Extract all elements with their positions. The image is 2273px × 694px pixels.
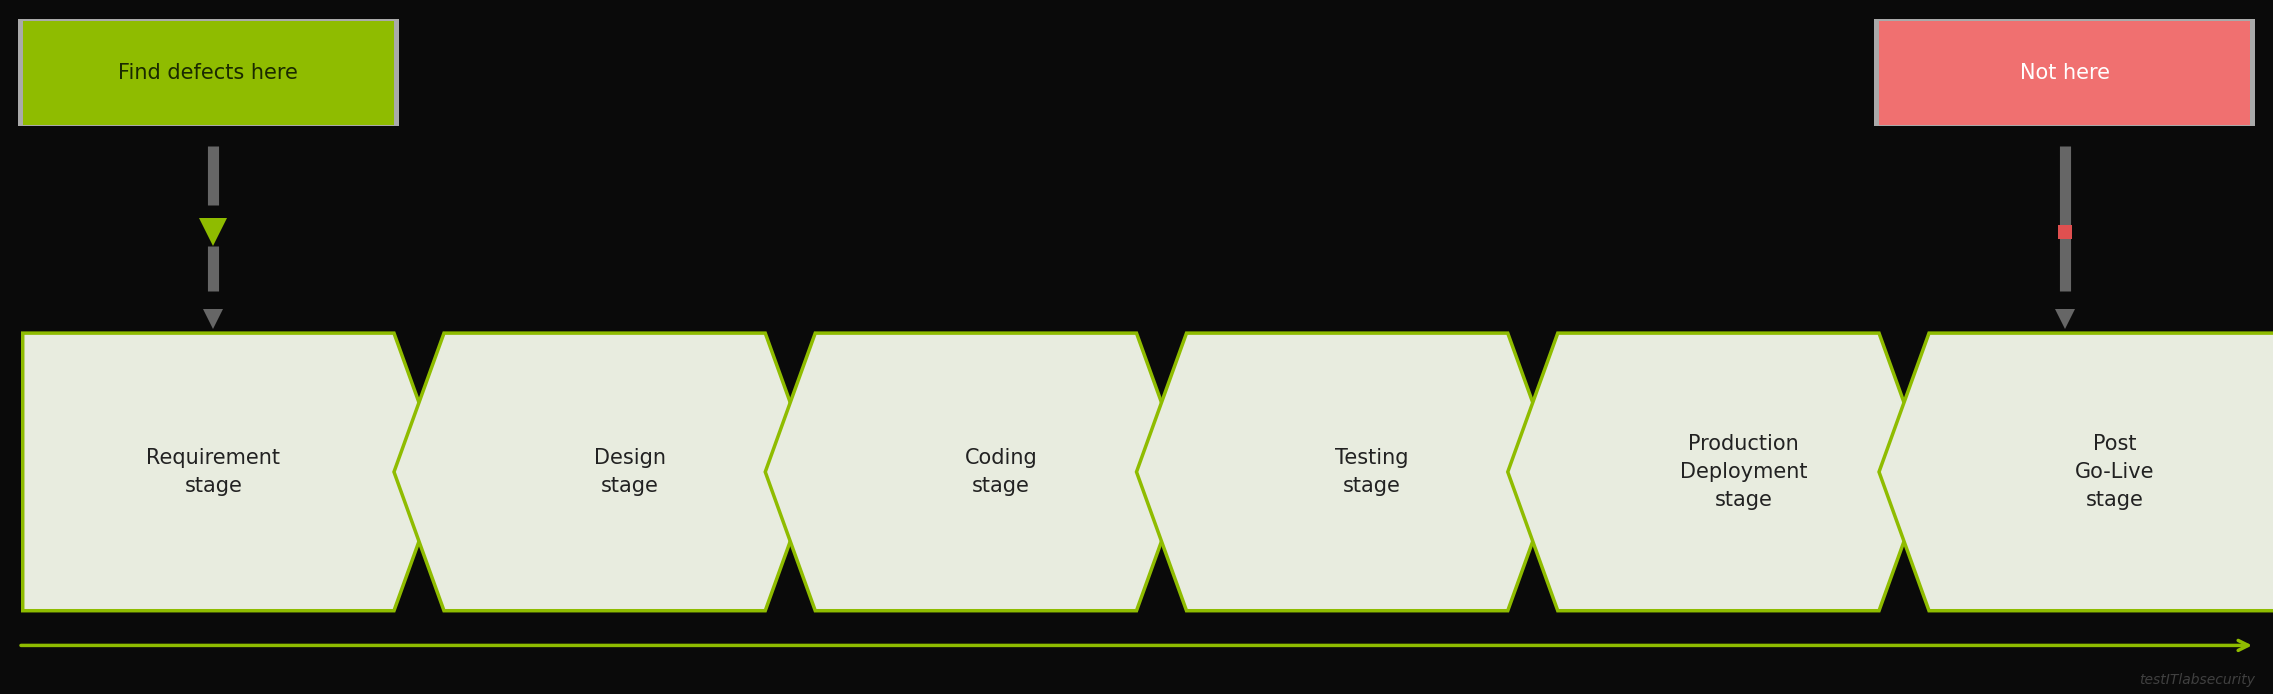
Text: Production
Deployment
stage: Production Deployment stage <box>1680 434 1807 510</box>
Text: Design
stage: Design stage <box>593 448 666 496</box>
Polygon shape <box>23 333 443 611</box>
Polygon shape <box>766 333 1187 611</box>
Text: Coding
stage: Coding stage <box>964 448 1036 496</box>
Polygon shape <box>393 333 816 611</box>
Text: Post
Go-Live
stage: Post Go-Live stage <box>2075 434 2155 510</box>
Bar <box>1880 21 2250 125</box>
Bar <box>18 19 398 126</box>
Text: testITlabsecurity: testITlabsecurity <box>2139 673 2255 687</box>
Polygon shape <box>1136 333 1557 611</box>
Text: Testing
stage: Testing stage <box>1334 448 1409 496</box>
Text: Find defects here: Find defects here <box>118 63 298 83</box>
Polygon shape <box>1880 333 2273 611</box>
Bar <box>1875 19 2255 126</box>
Bar <box>23 21 393 125</box>
Text: Requirement
stage: Requirement stage <box>145 448 280 496</box>
Polygon shape <box>1507 333 1930 611</box>
Text: Not here: Not here <box>2021 63 2109 83</box>
